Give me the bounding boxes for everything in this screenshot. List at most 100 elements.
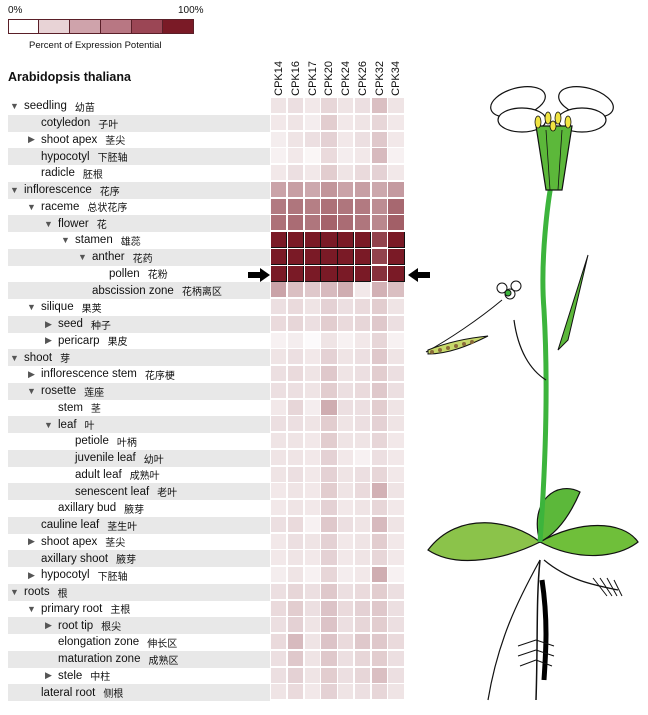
heatmap-cell xyxy=(321,600,338,617)
collapse-triangle-icon[interactable]: ▼ xyxy=(27,386,36,397)
heatmap-cell xyxy=(271,366,288,383)
arabidopsis-plant-illustration xyxy=(425,86,639,701)
heatmap-cell xyxy=(321,650,338,667)
row-label-en: stamen xyxy=(75,234,113,247)
heatmap-cell xyxy=(388,248,405,265)
row-label-zh: 成熟区 xyxy=(148,655,179,667)
heatmap-cell xyxy=(388,366,405,383)
heatmap-cell xyxy=(354,550,372,567)
legend-swatch xyxy=(101,19,132,34)
heatmap-cell xyxy=(354,483,372,500)
legend-caption: Percent of Expression Potential xyxy=(29,40,162,51)
heatmap-cell xyxy=(371,131,388,148)
expand-triangle-icon[interactable]: ▶ xyxy=(28,536,35,547)
row-label: axillary shoot 腋芽 xyxy=(8,550,270,567)
row-label-en: pollen xyxy=(109,267,140,280)
heatmap-cell xyxy=(371,634,388,651)
expand-triangle-icon[interactable]: ▶ xyxy=(45,620,52,631)
heatmap-cell xyxy=(388,533,405,550)
heatmap-cell xyxy=(338,650,355,667)
row-label: ▶ shoot apex 茎尖 xyxy=(8,132,270,149)
heatmap-cell xyxy=(371,650,388,667)
row-label-zh: 花药 xyxy=(132,253,153,265)
column-header: CPK24 xyxy=(340,61,352,96)
expand-triangle-icon[interactable]: ▶ xyxy=(45,335,52,346)
chart-title: Arabidopsis thaliana xyxy=(8,70,131,84)
heatmap-cell xyxy=(287,617,305,634)
heatmap-cell xyxy=(287,232,305,249)
heatmap-cell xyxy=(371,114,388,131)
collapse-triangle-icon[interactable]: ▼ xyxy=(10,185,19,196)
row-label: petiole 叶柄 xyxy=(8,433,270,450)
collapse-triangle-icon[interactable]: ▼ xyxy=(10,587,19,598)
legend-swatch xyxy=(132,19,163,34)
expand-triangle-icon[interactable]: ▶ xyxy=(28,569,35,580)
row-label: ▼ rosette 莲座 xyxy=(8,382,270,400)
heatmap-cell xyxy=(354,617,372,634)
row-label: ▶ inflorescence stem 花序梗 xyxy=(8,366,270,383)
row-label: ▶ stele 中柱 xyxy=(8,668,270,685)
row-label: ▶ shoot apex 茎尖 xyxy=(8,534,270,551)
row-label-zh: 花序 xyxy=(99,186,120,198)
heatmap-cell xyxy=(388,382,405,399)
heatmap-cell xyxy=(287,634,305,651)
heatmap-cell xyxy=(271,500,288,517)
collapse-triangle-icon[interactable]: ▼ xyxy=(61,235,70,246)
legend-color-scale xyxy=(8,19,194,34)
row-label-zh: 下胚轴 xyxy=(97,571,128,583)
heatmap-cell xyxy=(354,248,372,265)
heatmap-cell xyxy=(304,98,321,115)
heatmap-cell xyxy=(304,550,321,567)
heatmap-cell xyxy=(304,131,321,148)
row-label: cotyledon 子叶 xyxy=(8,114,270,132)
collapse-triangle-icon[interactable]: ▼ xyxy=(10,101,19,112)
heatmap-cell xyxy=(371,198,388,215)
heatmap-cell xyxy=(338,550,355,567)
row-label-en: pericarp xyxy=(58,334,100,347)
heatmap-cell xyxy=(388,667,405,684)
heatmap-cell xyxy=(287,550,305,567)
heatmap-cell xyxy=(354,131,372,148)
collapse-triangle-icon[interactable]: ▼ xyxy=(27,603,36,614)
collapse-triangle-icon[interactable]: ▼ xyxy=(44,218,53,229)
heatmap-cell xyxy=(321,583,338,600)
row-label-en: adult leaf xyxy=(75,468,122,481)
heatmap-cell xyxy=(271,265,288,282)
heatmap-cell xyxy=(388,315,405,332)
row-label-zh: 花序梗 xyxy=(144,370,175,382)
row-label-en: elongation zone xyxy=(58,636,140,649)
heatmap-cell xyxy=(304,265,321,282)
heatmap-cell xyxy=(354,583,372,600)
row-label-en: hypocotyl xyxy=(41,569,90,582)
collapse-triangle-icon[interactable]: ▼ xyxy=(27,201,36,212)
expand-triangle-icon[interactable]: ▶ xyxy=(28,368,35,379)
heatmap-cell xyxy=(321,148,338,165)
collapse-triangle-icon[interactable]: ▼ xyxy=(27,302,36,313)
heatmap-cell xyxy=(371,466,388,483)
heatmap-cell xyxy=(321,366,338,383)
heatmap-cell xyxy=(388,232,405,249)
collapse-triangle-icon[interactable]: ▼ xyxy=(10,352,19,363)
row-label-en: flower xyxy=(58,217,89,230)
heatmap-cell xyxy=(354,114,372,131)
row-label-en: seed xyxy=(58,318,83,331)
heatmap-cell xyxy=(321,131,338,148)
expand-triangle-icon[interactable]: ▶ xyxy=(45,318,52,329)
expand-triangle-icon[interactable]: ▶ xyxy=(28,134,35,145)
row-label-zh: 主根 xyxy=(110,605,131,617)
heatmap-cell xyxy=(287,315,305,332)
heatmap-cell xyxy=(371,165,388,182)
heatmap-cell xyxy=(354,399,372,416)
expand-triangle-icon[interactable]: ▶ xyxy=(45,670,52,681)
heatmap-cell xyxy=(304,533,321,550)
heatmap-cell xyxy=(271,114,288,131)
heatmap-cell xyxy=(304,299,321,316)
heatmap-cell xyxy=(338,98,355,115)
legend-swatch xyxy=(39,19,70,34)
heatmap-cell xyxy=(287,215,305,232)
heatmap-cell xyxy=(321,98,338,115)
collapse-triangle-icon[interactable]: ▼ xyxy=(44,419,53,430)
collapse-triangle-icon[interactable]: ▼ xyxy=(78,252,87,263)
heatmap-cell xyxy=(354,366,372,383)
heatmap-cell xyxy=(338,181,355,198)
